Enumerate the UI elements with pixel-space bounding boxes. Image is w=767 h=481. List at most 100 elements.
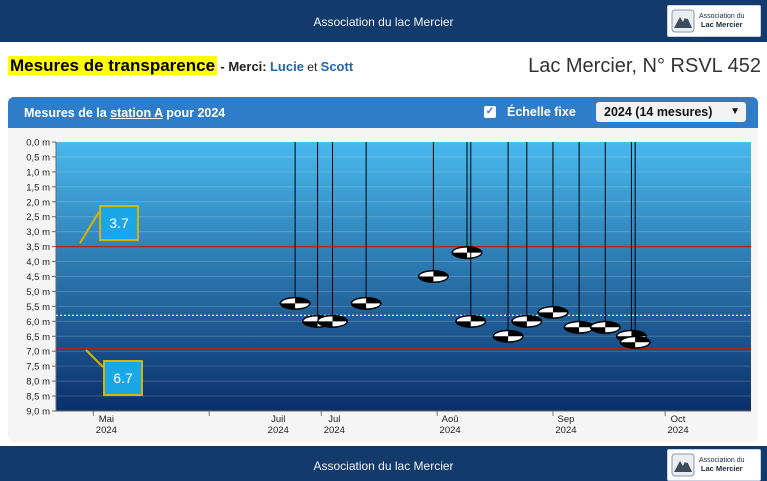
y-tick-label: 3,5 m — [26, 242, 50, 253]
x-month-label: Juil — [271, 414, 285, 425]
y-tick-label: 2,0 m — [26, 197, 50, 208]
secchi-disk-marker — [317, 314, 349, 328]
y-tick-label: 4,5 m — [26, 272, 50, 283]
bottom-banner: Association du lac Mercier Association d… — [0, 446, 767, 481]
secchi-disk-quadrant — [526, 321, 541, 327]
thanks-name-lucie: Lucie — [269, 59, 304, 74]
x-year-label: 2024 — [96, 425, 117, 436]
secchi-disk-quadrant — [617, 331, 632, 337]
y-tick-label: 3,0 m — [26, 227, 50, 238]
footer-association-logo[interactable]: Association du Lac Mercier — [667, 449, 761, 481]
x-year-label: 2024 — [555, 425, 576, 436]
secchi-disk-marker — [563, 320, 595, 334]
y-tick-label: 5,0 m — [26, 287, 50, 298]
y-tick-label: 8,5 m — [26, 392, 50, 403]
secchi-disk-quadrant — [552, 312, 567, 318]
x-month-label: Jul — [328, 414, 340, 425]
y-tick-label: 2,5 m — [26, 212, 50, 223]
x-year-label: 2024 — [667, 425, 688, 436]
page-heading: Mesures de transparence - Merci: Lucie e… — [8, 56, 353, 76]
y-tick-label: 6,0 m — [26, 317, 50, 328]
fixed-scale-label: Échelle fixe — [507, 105, 576, 119]
secchi-disk-quadrant — [605, 327, 620, 333]
secchi-disk-quadrant — [318, 316, 333, 322]
secchi-disk-quadrant — [332, 321, 347, 327]
secchi-disk-marker — [492, 329, 524, 343]
secchi-disk-marker — [589, 320, 621, 334]
thanks-prefix: - Merci — [220, 59, 263, 74]
secchi-disk-marker — [350, 296, 382, 310]
secchi-disk-quadrant — [470, 321, 485, 327]
x-year-label: 2024 — [440, 425, 461, 436]
association-logo[interactable]: Association du Lac Mercier — [667, 5, 761, 37]
secchi-disk-quadrant — [508, 336, 523, 342]
panel-header: Mesures de la station A pour 2024 ✓ Éche… — [8, 97, 758, 128]
page-title: Mesures de transparence — [8, 56, 218, 75]
secchi-disk-quadrant — [635, 342, 650, 348]
year-select-value: 2024 (14 mesures) — [604, 105, 713, 119]
x-month-label: Oct — [671, 414, 686, 425]
secchi-disk-quadrant — [494, 331, 509, 337]
y-tick-label: 7,5 m — [26, 362, 50, 373]
secchi-disk-quadrant — [538, 307, 553, 313]
panel-title-suffix: pour 2024 — [166, 106, 226, 120]
annotation-label: 3.7 — [109, 215, 129, 231]
footer-logo-line1: Association du — [699, 456, 745, 464]
footer-logo-line2: Lac Mercier — [700, 463, 743, 473]
secchi-disk-quadrant — [565, 322, 580, 328]
station-link[interactable]: station A — [110, 106, 163, 120]
logo-text: Association du Lac Mercier — [699, 13, 745, 30]
logo-line1: Association du — [699, 12, 745, 20]
x-year-label: 2024 — [268, 425, 289, 436]
secchi-disk-quadrant — [295, 303, 310, 309]
x-month-label: Sep — [558, 414, 575, 425]
top-banner: Association du lac Mercier Association d… — [0, 0, 767, 42]
thanks-name-scott: Scott — [320, 59, 354, 74]
annotation-label: 6.7 — [113, 370, 133, 386]
y-tick-label: 1,5 m — [26, 182, 50, 193]
x-month-label: Aoû — [442, 414, 459, 425]
lake-title: Lac Mercier, N° RSVL 452 — [528, 55, 761, 77]
y-tick-label: 4,0 m — [26, 257, 50, 268]
secchi-disk-quadrant — [366, 303, 381, 309]
annotation-box — [99, 205, 139, 241]
y-tick-label: 1,0 m — [26, 167, 50, 178]
y-tick-label: 6,5 m — [26, 332, 50, 343]
secchi-disk-marker — [417, 270, 449, 283]
secchi-disk-marker — [537, 305, 569, 319]
y-tick-label: 7,0 m — [26, 347, 50, 358]
footer-logo-text: Association du Lac Mercier — [699, 457, 745, 474]
y-tick-label: 0,5 m — [26, 152, 50, 163]
x-month-label: Mai — [99, 414, 114, 425]
secchi-disk-quadrant — [419, 271, 434, 277]
annotation-pointer — [85, 349, 104, 368]
fixed-scale-checkbox[interactable]: ✓ — [484, 106, 496, 118]
secchi-disk-marker — [619, 335, 651, 349]
secchi-disk-quadrant — [456, 316, 471, 322]
secchi-disk-quadrant — [512, 316, 527, 322]
y-tick-label: 0,0 m — [26, 138, 50, 149]
secchi-disk-quadrant — [433, 276, 448, 282]
footer-org-name: Association du lac Mercier — [313, 459, 454, 473]
mountain-logo-icon — [671, 453, 695, 477]
y-tick-label: 8,0 m — [26, 377, 50, 388]
y-tick-label: 9,0 m — [26, 407, 50, 418]
mountain-logo-icon — [671, 9, 695, 33]
secchi-disk-quadrant — [621, 337, 636, 343]
annotation-pointer — [79, 211, 100, 244]
y-tick-label: 5,5 m — [26, 302, 50, 313]
year-select[interactable]: 2024 (14 mesures) ▼ — [596, 102, 746, 122]
x-year-label: 2024 — [324, 425, 345, 436]
thanks-and: et — [307, 60, 318, 74]
secchi-disk-marker — [455, 314, 487, 328]
thanks-colon: : — [262, 59, 267, 74]
panel-title: Mesures de la station A pour 2024 — [24, 106, 225, 120]
secchi-disk-quadrant — [352, 298, 367, 304]
secchi-disk-quadrant — [579, 327, 594, 333]
secchi-disk-quadrant — [303, 316, 318, 322]
org-name: Association du lac Mercier — [313, 15, 454, 29]
logo-line2: Lac Mercier — [700, 19, 743, 29]
secchi-disk-marker — [451, 246, 483, 260]
secchi-disk-quadrant — [453, 247, 468, 253]
